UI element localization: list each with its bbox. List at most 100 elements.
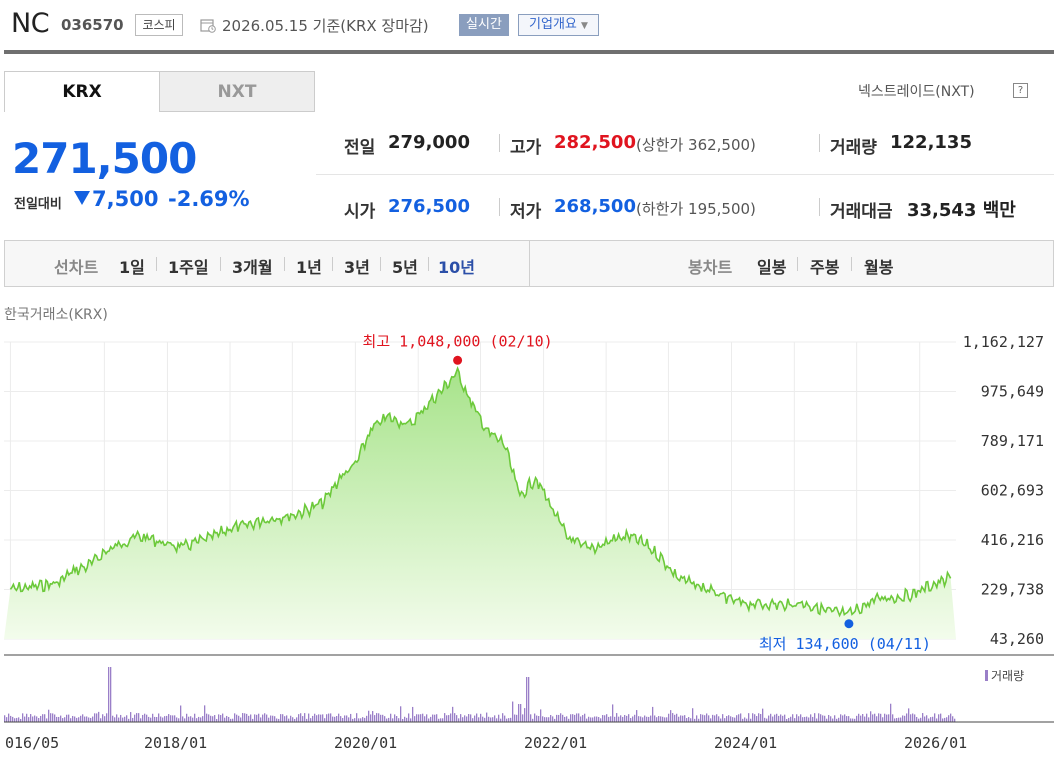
volume-bar bbox=[516, 714, 518, 722]
volume-bar bbox=[246, 713, 248, 722]
tab-krx[interactable]: KRX bbox=[4, 71, 160, 112]
volume-bar bbox=[342, 717, 344, 722]
volume-bar bbox=[348, 717, 350, 722]
volume-bar bbox=[226, 715, 228, 722]
volume-bar bbox=[800, 714, 802, 722]
company-overview-dropdown[interactable]: 기업개요 ▼ bbox=[518, 14, 599, 36]
volume-bar bbox=[694, 718, 696, 722]
volume-bar bbox=[706, 713, 708, 722]
volume-bar bbox=[812, 716, 814, 722]
candle-monthly[interactable]: 월봉 bbox=[864, 258, 894, 277]
volume-bar bbox=[628, 714, 630, 722]
volume-bar bbox=[406, 717, 408, 722]
upper-limit: (상한가 362,500) bbox=[636, 136, 756, 154]
volume-bar bbox=[184, 718, 186, 722]
volume-bar bbox=[582, 715, 584, 722]
y-tick-label: 789,171 bbox=[981, 432, 1044, 450]
volume-bar bbox=[668, 713, 670, 722]
volume-bar bbox=[76, 717, 78, 722]
volume-bar bbox=[652, 706, 654, 722]
volume-bar bbox=[750, 718, 752, 722]
volume-bar bbox=[282, 714, 284, 722]
volume-bar bbox=[784, 714, 786, 722]
help-icon[interactable]: ? bbox=[1013, 83, 1028, 98]
volume-bar bbox=[316, 715, 318, 722]
volume-bar bbox=[158, 713, 160, 722]
price-chart[interactable]: 1,162,127 975,649 789,171 602,693 416,216 229… bbox=[0, 330, 1054, 776]
volume-bar bbox=[514, 714, 516, 722]
volume-bar bbox=[208, 714, 210, 722]
volume-bar bbox=[232, 718, 234, 722]
volume-bar bbox=[850, 718, 852, 722]
period-3m[interactable]: 3개월 bbox=[232, 258, 273, 277]
period-1d[interactable]: 1일 bbox=[119, 258, 145, 277]
volume-bar bbox=[926, 715, 928, 722]
period-10y[interactable]: 10년 bbox=[438, 258, 475, 277]
volume-bar bbox=[674, 714, 676, 722]
divider bbox=[380, 257, 381, 271]
volume-bar bbox=[26, 713, 28, 722]
volume-bar bbox=[630, 718, 632, 722]
volume-bar bbox=[638, 716, 640, 722]
volume-bar bbox=[188, 716, 190, 722]
volume-bar bbox=[136, 713, 138, 722]
volume-bar bbox=[566, 716, 568, 722]
volume-bar bbox=[612, 704, 614, 722]
tab-nxt[interactable]: NXT bbox=[159, 71, 315, 112]
period-5y[interactable]: 5년 bbox=[392, 258, 418, 277]
nextrade-link[interactable]: 넥스트레이드(NXT) bbox=[858, 84, 975, 100]
volume-bar bbox=[28, 717, 30, 722]
volume-legend: 거래량 bbox=[985, 667, 1024, 684]
volume-bar bbox=[60, 715, 62, 722]
divider bbox=[332, 257, 333, 271]
volume-bar bbox=[374, 715, 376, 722]
volume-bar bbox=[690, 718, 692, 722]
volume-bar bbox=[920, 717, 922, 722]
volume-bar bbox=[378, 713, 380, 722]
volume-bar bbox=[252, 718, 254, 722]
volume-bar bbox=[770, 713, 772, 722]
volume-bar bbox=[600, 718, 602, 722]
volume-bar bbox=[100, 718, 102, 722]
volume-bar bbox=[238, 715, 240, 722]
low-value: 268,500 bbox=[554, 196, 636, 217]
volume-bar bbox=[842, 715, 844, 722]
volume-bar bbox=[488, 716, 490, 722]
volume-bar bbox=[148, 716, 150, 722]
volume-bar bbox=[68, 714, 70, 722]
volume-bar bbox=[234, 713, 236, 722]
volume-bar bbox=[448, 715, 450, 722]
volume-bar bbox=[692, 708, 694, 722]
realtime-button[interactable]: 실시간 bbox=[459, 14, 509, 36]
period-1w[interactable]: 1주일 bbox=[168, 258, 209, 277]
volume-bar bbox=[578, 713, 580, 722]
volume-bar bbox=[116, 714, 118, 722]
volume-bar bbox=[810, 714, 812, 722]
volume-bar bbox=[908, 708, 910, 722]
volume-bar bbox=[738, 714, 740, 722]
volume-bar bbox=[466, 716, 468, 722]
volume-bar bbox=[818, 713, 820, 722]
candle-weekly[interactable]: 주봉 bbox=[810, 258, 840, 277]
period-1y[interactable]: 1년 bbox=[296, 258, 322, 277]
volume-bar bbox=[660, 716, 662, 722]
volume-bar bbox=[456, 715, 458, 722]
volume-bar bbox=[10, 715, 12, 722]
volume-bar bbox=[798, 716, 800, 722]
volume-bar bbox=[174, 715, 176, 722]
candle-daily[interactable]: 일봉 bbox=[757, 258, 787, 277]
volume-bar bbox=[50, 713, 52, 722]
volume-bar bbox=[48, 709, 50, 722]
volume-bar bbox=[716, 714, 718, 722]
volume-bar bbox=[568, 718, 570, 722]
period-3y[interactable]: 3년 bbox=[344, 258, 370, 277]
volume-bar bbox=[764, 717, 766, 722]
volume-bar bbox=[8, 713, 10, 722]
volume-bar bbox=[912, 713, 914, 722]
volume-bar bbox=[240, 717, 242, 722]
volume-bar bbox=[98, 711, 100, 722]
volume-bar bbox=[346, 715, 348, 722]
volume-bar bbox=[118, 717, 120, 722]
volume-bar bbox=[736, 715, 738, 722]
volume-bar bbox=[34, 715, 36, 722]
